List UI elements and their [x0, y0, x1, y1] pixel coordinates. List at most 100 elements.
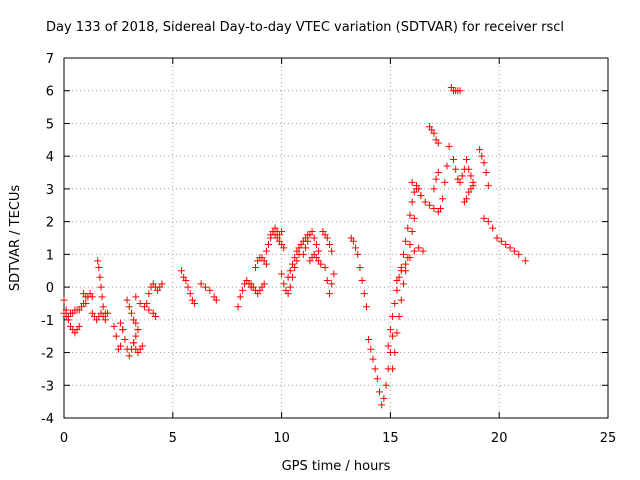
- data-point-marker: [121, 335, 129, 343]
- data-point-marker: [450, 155, 458, 163]
- data-point-marker: [206, 286, 214, 294]
- data-point-marker: [443, 162, 451, 170]
- data-point-marker: [251, 263, 259, 271]
- data-point-marker: [354, 250, 362, 258]
- series-arc-12: [178, 267, 199, 307]
- data-point-marker: [330, 270, 338, 278]
- series-arc-23: [319, 227, 336, 255]
- data-point-marker: [304, 237, 312, 245]
- data-point-marker: [465, 165, 473, 173]
- data-point-marker: [184, 283, 192, 291]
- data-point-marker: [132, 319, 140, 327]
- data-point-marker: [145, 306, 153, 314]
- data-point-marker: [315, 247, 323, 255]
- data-point-marker: [434, 169, 442, 177]
- data-point-marker: [510, 247, 518, 255]
- y-tick-label: -3: [41, 379, 54, 394]
- data-point-marker: [110, 322, 118, 330]
- series-arc-32: [430, 169, 442, 193]
- y-tick-label: -2: [41, 347, 54, 362]
- y-axis-title: SDTVAR / TECUs: [8, 185, 23, 292]
- data-point-marker: [469, 178, 477, 186]
- data-point-marker: [408, 198, 416, 206]
- data-point-marker: [430, 205, 438, 213]
- data-point-marker: [323, 234, 331, 242]
- data-point-marker: [328, 247, 336, 255]
- data-point-marker: [399, 250, 407, 258]
- data-point-marker: [419, 247, 427, 255]
- series-arc-4: [88, 309, 112, 324]
- data-point-marker: [432, 175, 440, 183]
- x-tick-label: 20: [491, 431, 508, 446]
- data-point-marker: [463, 195, 471, 203]
- data-point-marker: [395, 313, 403, 321]
- data-point-marker: [356, 263, 364, 271]
- data-point-marker: [236, 293, 244, 301]
- data-point-marker: [308, 227, 316, 235]
- data-point-marker: [186, 290, 194, 298]
- data-point-marker: [397, 267, 405, 275]
- series-arc-3: [80, 290, 96, 301]
- data-point-marker: [452, 165, 460, 173]
- data-point-marker: [393, 286, 401, 294]
- grid-lines: [64, 58, 608, 418]
- data-point-marker: [262, 260, 270, 268]
- data-point-marker: [378, 401, 386, 409]
- data-point-marker: [430, 185, 438, 193]
- y-tick-label: 3: [46, 183, 54, 198]
- data-point-marker: [362, 303, 370, 311]
- data-point-marker: [143, 299, 151, 307]
- data-point-marker: [456, 87, 464, 95]
- y-tick-label: 2: [46, 216, 54, 231]
- data-point-marker: [441, 178, 449, 186]
- data-point-marker: [197, 280, 205, 288]
- data-point-marker: [75, 322, 83, 330]
- y-tick-label: 0: [46, 281, 54, 296]
- data-point-marker: [417, 191, 425, 199]
- data-point-marker: [201, 283, 209, 291]
- data-point-marker: [138, 342, 146, 350]
- series-arc-16: [251, 254, 270, 271]
- series-arc-37: [463, 155, 477, 186]
- series-arc-20: [284, 231, 312, 281]
- data-point-marker: [421, 198, 429, 206]
- data-point-marker: [484, 182, 492, 190]
- data-point-marker: [125, 303, 133, 311]
- data-point-marker: [98, 293, 106, 301]
- data-point-marker: [88, 293, 96, 301]
- series-arc-31: [426, 123, 442, 147]
- data-point-marker: [434, 139, 442, 147]
- data-point-marker: [456, 178, 464, 186]
- data-point-marker: [406, 211, 414, 219]
- data-point-marker: [410, 247, 418, 255]
- data-point-marker: [415, 244, 423, 252]
- x-tick-label: 5: [169, 431, 177, 446]
- series-arc-35: [450, 155, 468, 186]
- data-point-marker: [101, 309, 109, 317]
- series-arc-22: [306, 250, 325, 268]
- data-point-marker: [436, 205, 444, 213]
- data-point-marker: [286, 267, 294, 275]
- data-point-marker: [389, 313, 397, 321]
- data-point-marker: [123, 296, 131, 304]
- data-point-marker: [406, 241, 414, 249]
- series-arc-8: [130, 339, 146, 357]
- data-point-marker: [323, 277, 331, 285]
- y-tick-label: 6: [46, 85, 54, 100]
- data-point-marker: [119, 326, 127, 334]
- data-point-marker: [463, 155, 471, 163]
- data-point-marker: [408, 227, 416, 235]
- x-axis-title: GPS time / hours: [282, 459, 391, 474]
- y-tick-label: 5: [46, 117, 54, 132]
- y-tick-label: 1: [46, 248, 54, 263]
- data-point-marker: [497, 237, 505, 245]
- data-point-marker: [145, 290, 153, 298]
- data-point-marker: [515, 250, 523, 258]
- axis-ticks: [63, 57, 609, 419]
- data-point-marker: [480, 214, 488, 222]
- data-point-marker: [502, 241, 510, 249]
- y-tick-label: -1: [41, 314, 54, 329]
- data-point-marker: [284, 273, 292, 281]
- data-point-marker: [310, 234, 318, 242]
- series-arc-28: [389, 214, 418, 373]
